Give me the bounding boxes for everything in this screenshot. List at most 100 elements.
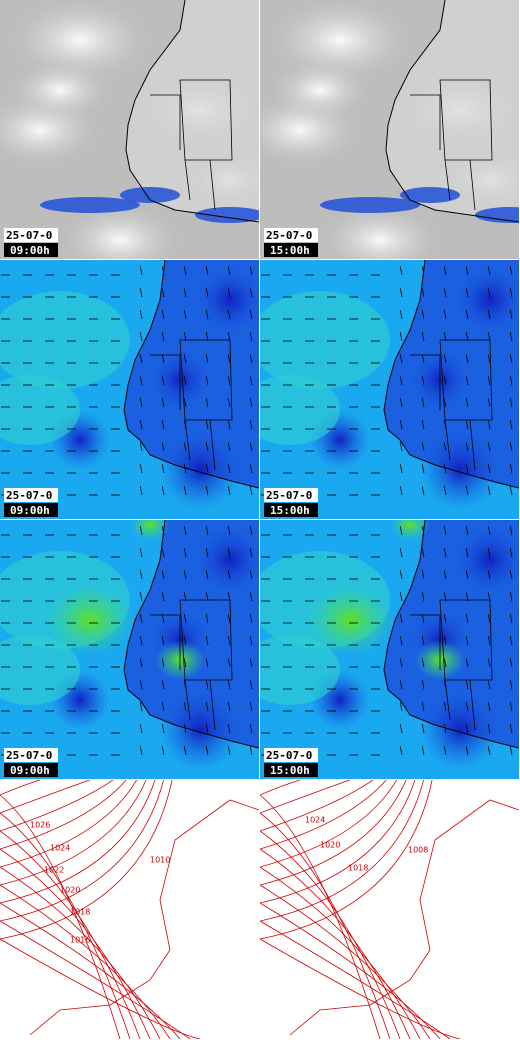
rain: [40, 197, 140, 213]
wind-arrow: [205, 680, 209, 690]
wind-arrow: [509, 548, 513, 558]
wind-arrow: [139, 746, 143, 756]
wind-arrow: [205, 486, 209, 496]
wind-arrow: [465, 614, 469, 624]
wind-arrow: [443, 354, 447, 364]
wind-arrow: [139, 310, 143, 320]
strong-wind: [130, 520, 170, 541]
wind-arrow: [509, 398, 513, 408]
wind-arrow: [487, 464, 491, 474]
wind-arrow: [509, 746, 513, 756]
wind-arrow: [161, 442, 165, 452]
wind-arrow: [249, 570, 253, 580]
wind-arrow: [487, 442, 491, 452]
date-label: 25-07-0: [266, 489, 312, 502]
border: [150, 599, 233, 731]
wind-arrow: [465, 658, 469, 668]
wind-arrow: [421, 614, 425, 624]
wind-arrow: [399, 442, 403, 452]
wind-arrow: [249, 680, 253, 690]
wind-arrow: [509, 636, 513, 646]
wind-arrow: [227, 376, 231, 386]
wind-arrow: [399, 266, 403, 276]
time-label: 15:00h: [270, 764, 310, 777]
wind-arrow: [161, 376, 165, 386]
date-box: [264, 748, 318, 762]
map-panel: 25-07-0 15:00h: [260, 0, 519, 259]
wind-arrow: [183, 310, 187, 320]
wind-arrow: [205, 636, 209, 646]
wind-arrow: [465, 636, 469, 646]
wind-arrow: [399, 680, 403, 690]
wind-arrow: [421, 442, 425, 452]
wind-arrow: [465, 266, 469, 276]
coastline: [123, 260, 259, 489]
isobar-label: 1008: [408, 846, 428, 855]
rain: [195, 207, 259, 223]
map-layer: [260, 520, 519, 779]
mid-wind: [0, 635, 80, 705]
wind-arrow: [465, 702, 469, 712]
wind-arrow: [161, 310, 165, 320]
wind-arrow: [487, 702, 491, 712]
wind-arrow: [487, 288, 491, 298]
wind-arrow: [509, 614, 513, 624]
wind-arrow: [161, 486, 165, 496]
wind-arrow: [161, 658, 165, 668]
wind-arrow: [139, 486, 143, 496]
wind-arrow: [487, 332, 491, 342]
border: [150, 339, 233, 471]
wind-arrow: [227, 486, 231, 496]
mid-wind: [0, 375, 80, 445]
wind-arrow: [183, 376, 187, 386]
wind-arrow: [227, 442, 231, 452]
time-box: [264, 763, 318, 777]
wind-arrow: [399, 420, 403, 430]
wind-arrow: [443, 464, 447, 474]
wind-arrow: [161, 354, 165, 364]
wind-arrow: [443, 746, 447, 756]
wind-arrow: [183, 486, 187, 496]
wind-arrow: [249, 464, 253, 474]
wind-arrow: [249, 548, 253, 558]
wind-arrow: [421, 464, 425, 474]
isobar: [260, 780, 431, 1039]
border: [150, 79, 233, 211]
wind-arrow: [249, 526, 253, 536]
date-label: 25-07-0: [266, 229, 312, 242]
date-label: 25-07-0: [6, 749, 52, 762]
wind-arrow: [139, 680, 143, 690]
wind-arrow: [139, 464, 143, 474]
wind-arrow: [487, 658, 491, 668]
date-box: [4, 488, 58, 502]
coastline: [123, 520, 259, 749]
isobar: [260, 780, 401, 1039]
map-panel: 25-07-0 15:00h: [260, 520, 519, 779]
wind-arrow: [183, 614, 187, 624]
wind-arrow: [249, 658, 253, 668]
wind-arrow: [487, 354, 491, 364]
wind-arrow: [465, 526, 469, 536]
border: [410, 79, 493, 211]
wind-arrow: [139, 592, 143, 602]
wind-arrow: [183, 266, 187, 276]
time-box: [264, 243, 318, 257]
wind-arrow: [399, 354, 403, 364]
wind-arrow: [465, 570, 469, 580]
wind-arrow: [139, 570, 143, 580]
wind-arrow: [421, 332, 425, 342]
isobar-label: 1022: [44, 866, 64, 875]
isobar: [0, 780, 161, 1039]
wind-arrow: [509, 442, 513, 452]
wind-arrow: [205, 442, 209, 452]
wind-arrow: [227, 724, 231, 734]
mid-wind: [260, 375, 340, 445]
wind-arrow: [443, 614, 447, 624]
wind-arrow: [161, 332, 165, 342]
low-wind: [160, 430, 240, 510]
wind-arrow: [139, 614, 143, 624]
wind-arrow: [399, 310, 403, 320]
wind-arrow: [161, 464, 165, 474]
wind-arrow: [465, 398, 469, 408]
